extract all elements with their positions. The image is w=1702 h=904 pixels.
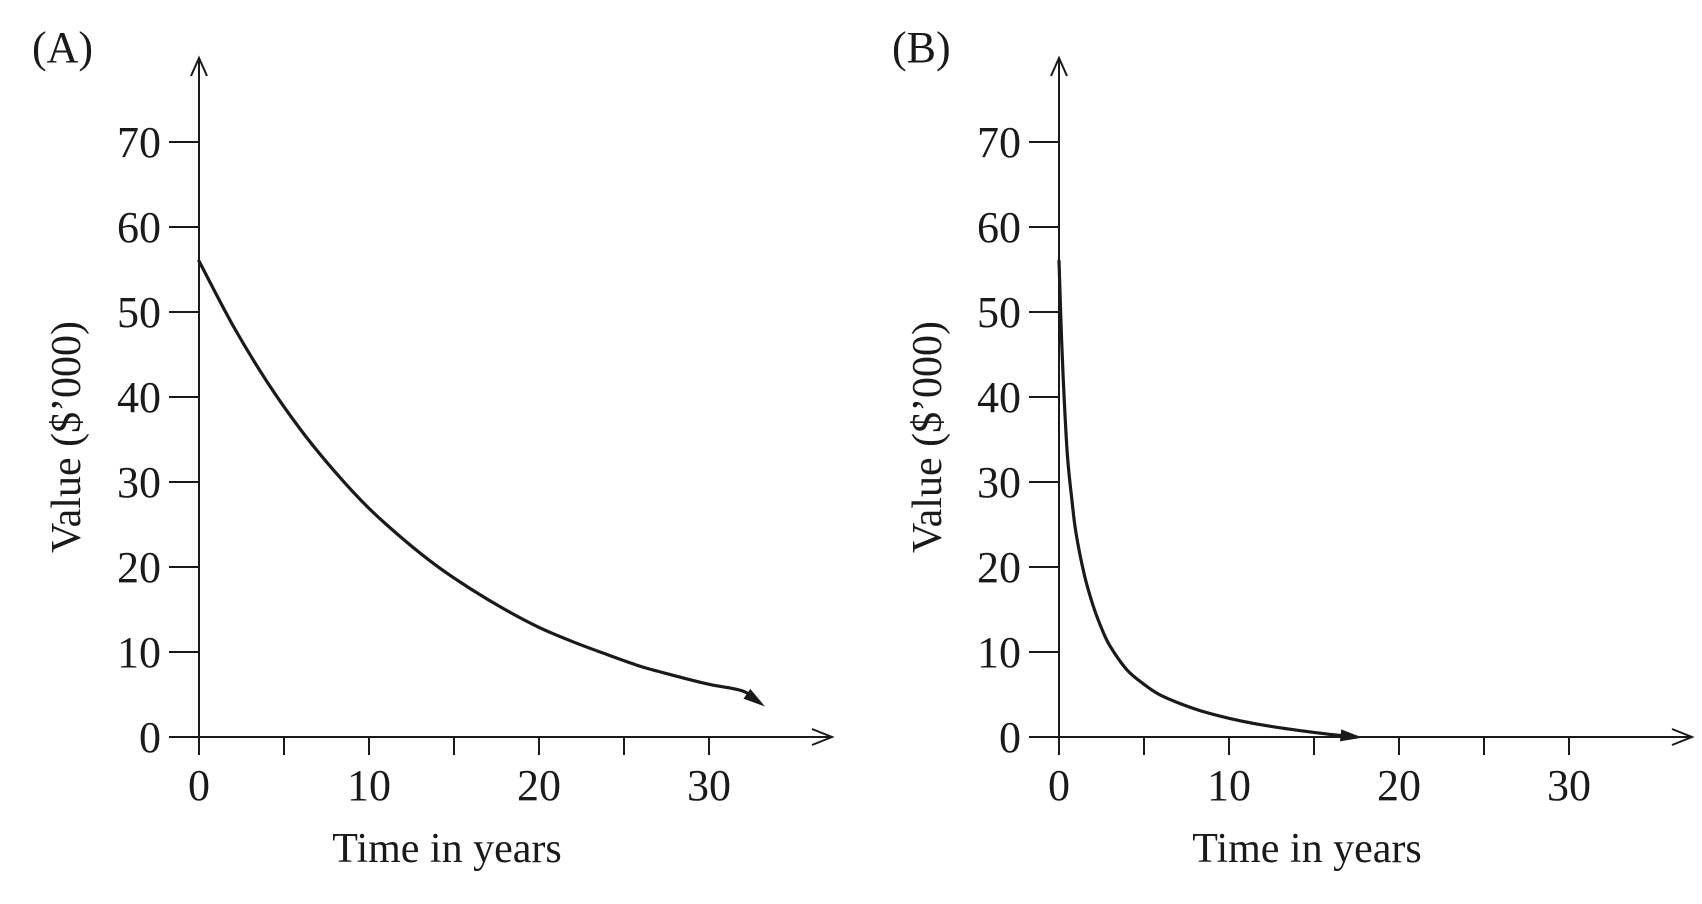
x-tick-label: 20: [1377, 761, 1421, 810]
y-tick-label: 20: [977, 543, 1021, 592]
x-axis-arrowhead-b: [1671, 728, 1695, 746]
y-tick-label: 40: [977, 373, 1021, 422]
x-tick-label: 0: [188, 761, 210, 810]
panel-label-a: (A): [32, 23, 93, 72]
curve-arrowhead-a: [743, 688, 765, 707]
curve-line-a: [197, 259, 762, 705]
y-axis-arrowhead-a: [190, 55, 208, 77]
x-tick-label: 0: [1048, 761, 1070, 810]
y-tick-label: 40: [117, 373, 161, 422]
x-tick-label: 10: [1207, 761, 1251, 810]
y-tick-label: 70: [117, 118, 161, 167]
y-tick-label: 0: [999, 713, 1021, 762]
x-axis-arrowhead-a: [811, 728, 835, 746]
x-tick-label: 30: [1547, 761, 1591, 810]
y-tick-label: 20: [117, 543, 161, 592]
chart-panel-b: (B) Value ($’000) Time in years 0 10 20 30 4…: [892, 23, 1695, 872]
y-tick-label: 10: [977, 628, 1021, 677]
y-axis-title-a: Value ($’000): [44, 321, 90, 553]
x-tick-label: 10: [347, 761, 391, 810]
y-tick-label: 60: [117, 203, 161, 252]
curve-line-b: [1057, 259, 1359, 739]
x-tick-label: 20: [517, 761, 561, 810]
y-tick-label: 70: [977, 118, 1021, 167]
y-axis-title-b: Value ($’000): [905, 321, 951, 553]
y-tick-label: 60: [977, 203, 1021, 252]
y-tick-label: 0: [139, 713, 161, 762]
x-axis-title-a: Time in years: [332, 826, 561, 872]
x-axis-title-b: Time in years: [1192, 826, 1421, 872]
y-tick-label: 30: [977, 458, 1021, 507]
x-tick-label: 30: [687, 761, 731, 810]
y-tick-label: 30: [117, 458, 161, 507]
panel-label-b: (B): [892, 23, 951, 72]
y-tick-label: 50: [117, 288, 161, 337]
curve-arrowhead-b: [1340, 729, 1363, 742]
chart-panel-a: (A) Value ($’000) Time in years 0 10 20 30 4…: [32, 23, 835, 872]
y-tick-label: 10: [117, 628, 161, 677]
y-axis-arrowhead-b: [1050, 55, 1068, 77]
y-tick-label: 50: [977, 288, 1021, 337]
